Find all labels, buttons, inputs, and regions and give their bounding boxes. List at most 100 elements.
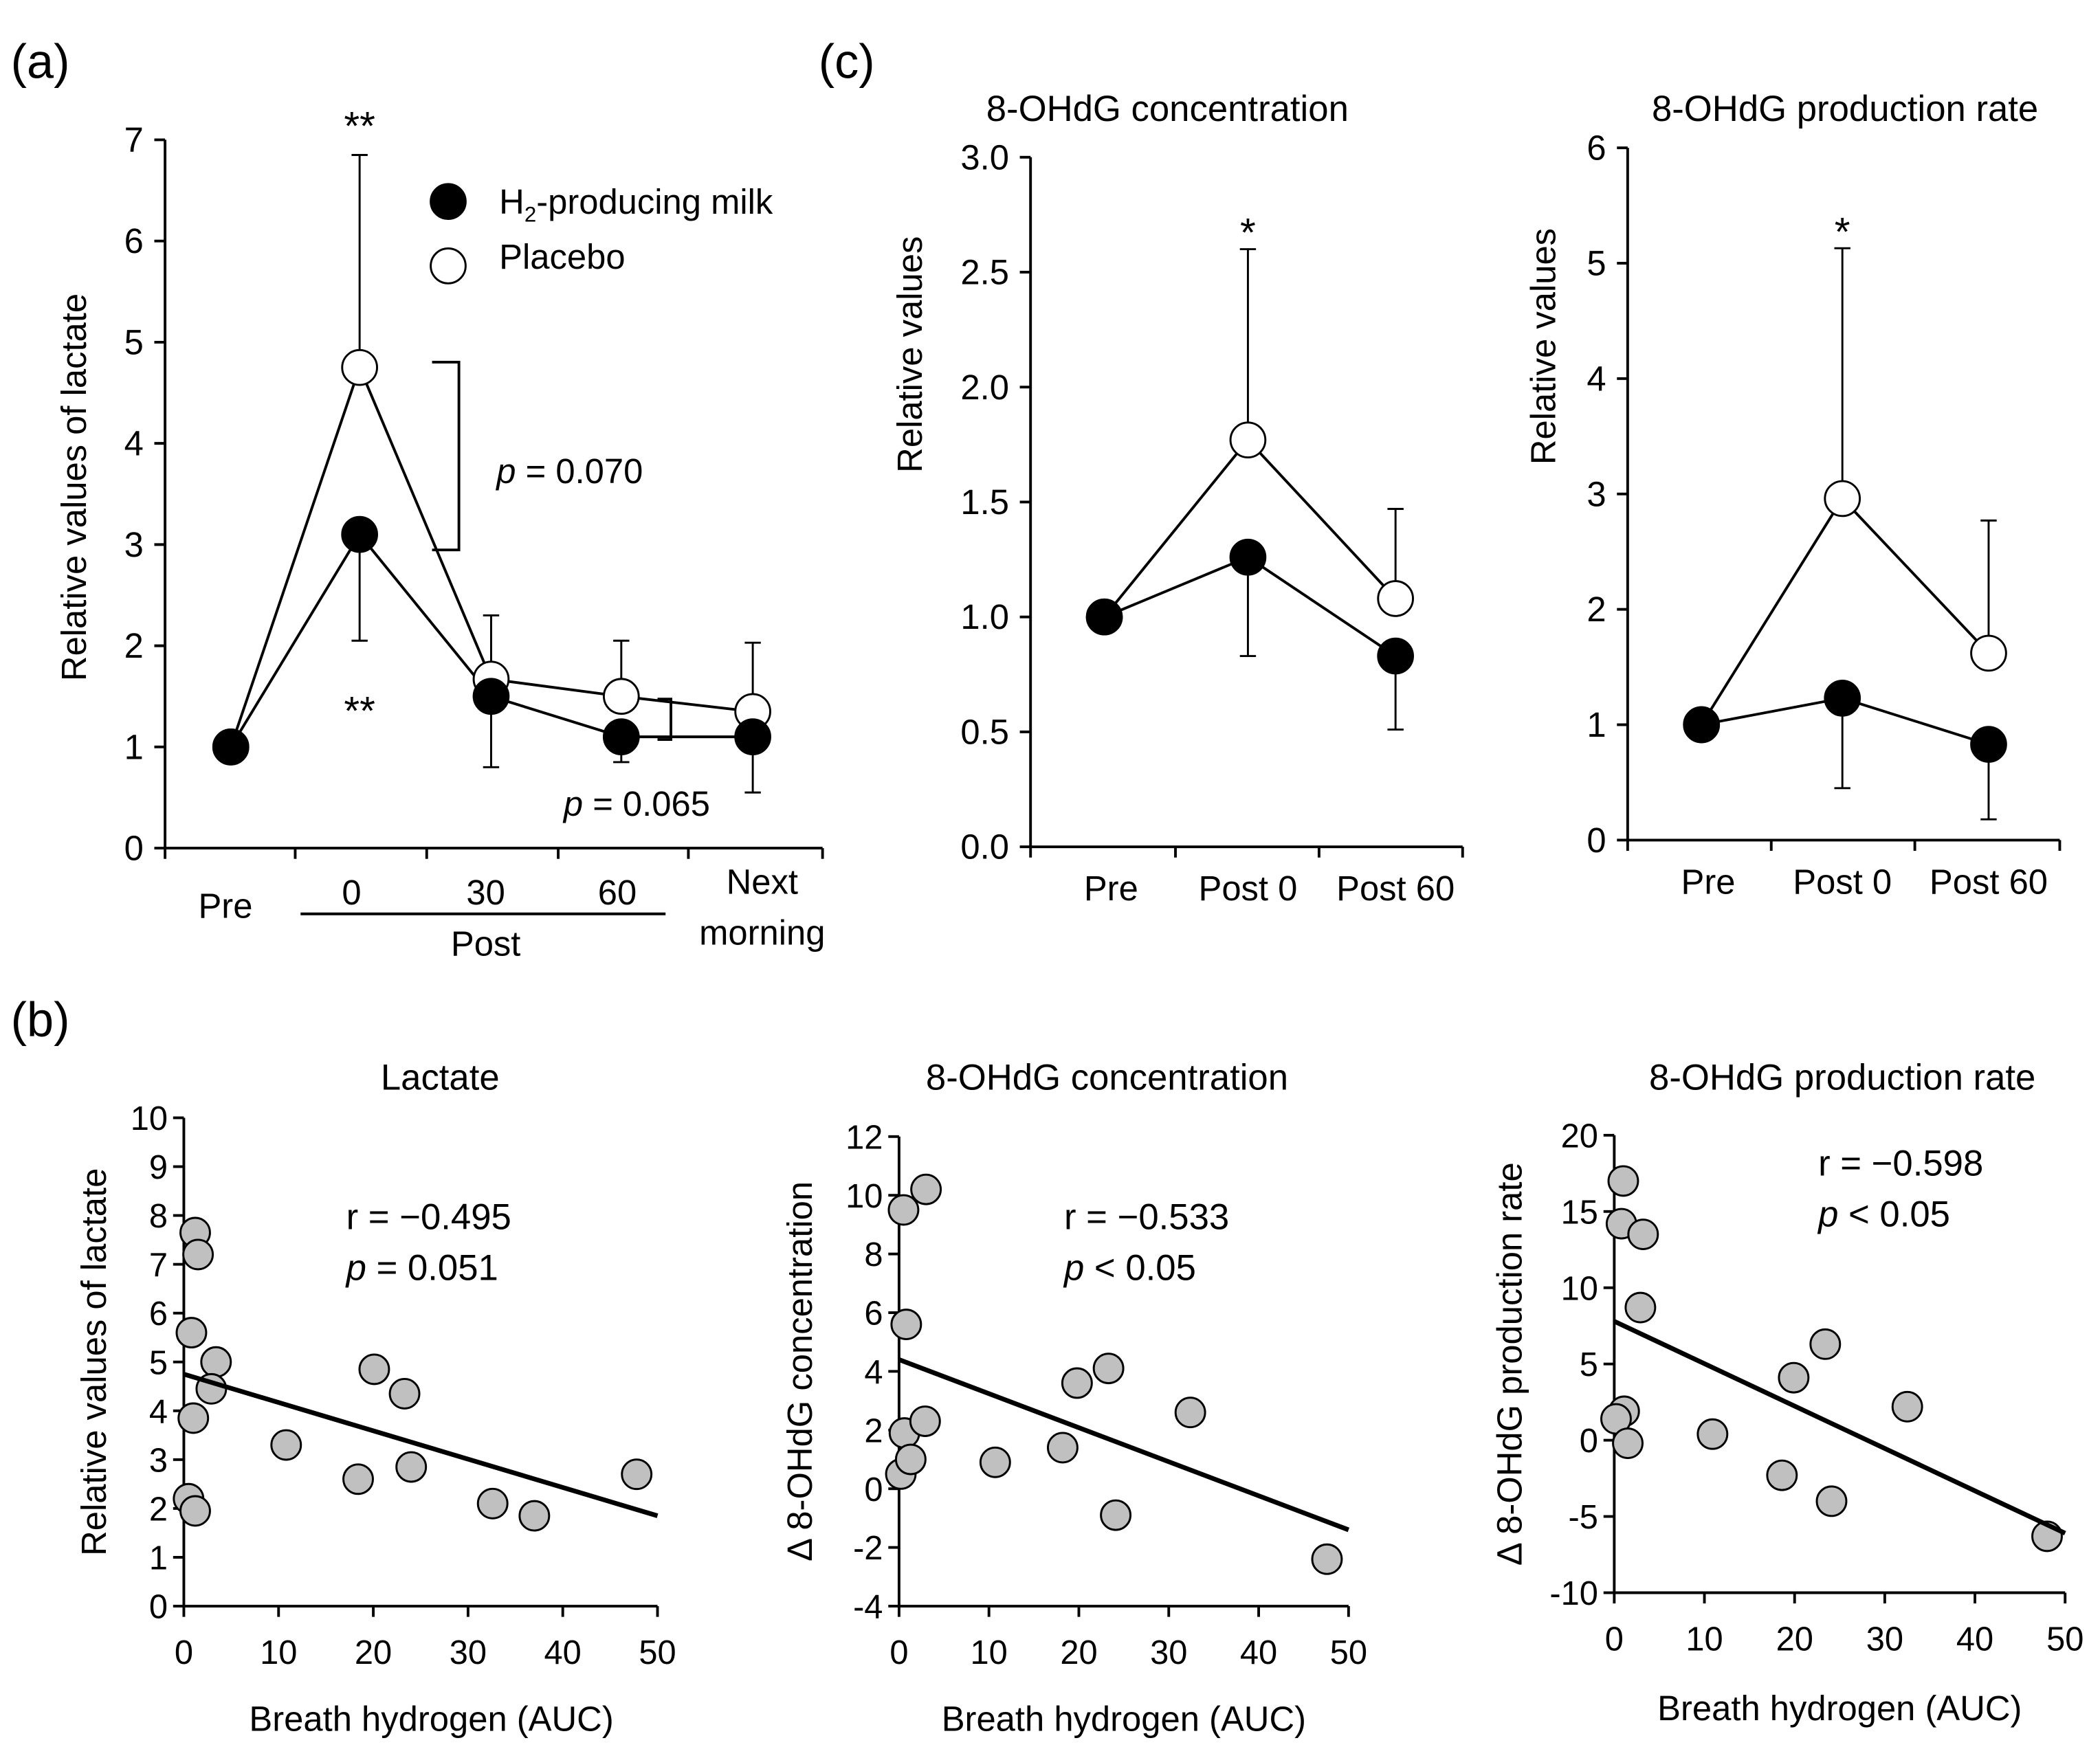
x-axis-label: Breath hydrogen (AUC) [942,1700,1306,1739]
x-tick-label: 0 [175,1634,193,1671]
scatter-point [909,1405,941,1437]
y-tick-label: 5 [124,322,144,361]
chart-a: 0 1 2 3 4 5 6 7 Relative values of lactate Pre 0 30… [54,104,826,963]
x-tick-label: Pre [198,887,252,926]
scatter-point [887,1194,920,1226]
scatter-point [1891,1390,1923,1423]
chart-b1: 0 1 2 3 4 5 6 7 8 9 10 0 10 20 30 40 50 Lactate Breath hyd… [74,1057,676,1738]
x-tick-label: 50 [2046,1621,2084,1658]
x-tick-label: 20 [1776,1621,1813,1658]
y-axis-label: Relative values of lactate [74,1168,113,1556]
data-point-h2 [341,515,378,553]
x-tick-label: Next [727,862,798,901]
y-tick-label: 4 [124,424,144,463]
y-tick-label: 3.0 [960,137,1009,177]
y-tick-label: -5 [1569,1499,1598,1536]
x-tick-label: Post 0 [1198,869,1297,908]
y-tick-label: 8 [149,1198,168,1235]
scatter-point [979,1446,1011,1478]
scatter-point [358,1353,390,1386]
data-point-h2 [1683,706,1721,744]
y-tick-label: 3 [149,1442,168,1479]
scatter-point [270,1429,302,1461]
scatter-point [1766,1459,1798,1491]
y-tick-label: 1 [124,727,144,766]
y-tick-label: 1 [1587,705,1606,744]
panel-label-b: (b) [11,992,70,1046]
y-tick-label: 0 [1587,821,1606,860]
series-line-placebo [1103,438,1397,618]
p-value-annotation: p = 0.070 [495,452,643,491]
p-value-annotation: p < 0.05 [1063,1248,1196,1289]
chart-title: 8-OHdG production rate [1652,89,2038,129]
legend-marker-placebo [430,247,467,285]
chart-title: 8-OHdG concentration [926,1057,1288,1098]
y-tick-label: 5 [1587,244,1606,283]
x-tick-label: morning [699,913,825,953]
y-tick-label: 0.0 [960,827,1009,867]
y-tick-label: -2 [853,1530,883,1567]
legend-label-h2: H2-producing milk [499,182,773,227]
panel-label-a: (a) [11,34,70,89]
scatter-point [1311,1543,1343,1575]
x-tick-label: 10 [260,1634,297,1671]
y-tick-label: 6 [864,1295,883,1333]
correlation-annotation: r = −0.495 [346,1197,511,1237]
correlation-annotation: r = −0.598 [1818,1143,1983,1183]
chart-c1: 0.0 0.5 1.0 1.5 2.0 2.5 3.0 Relative values 8-OH… [890,89,1464,908]
y-tick-label: 3 [124,525,144,564]
scatter-point [1696,1418,1729,1450]
legend: H2-producing milk Placebo [430,182,773,285]
y-tick-label: 2 [864,1412,883,1449]
y-tick-label: 0.5 [960,712,1009,751]
legend-marker-h2 [430,183,467,221]
x-axis-label: Breath hydrogen (AUC) [249,1700,613,1739]
y-tick-label: 7 [149,1247,168,1284]
x-tick-label: Post 0 [1793,862,1892,901]
y-tick-label: 10 [845,1178,883,1215]
x-tick-label: 40 [1956,1621,1993,1658]
data-point-h2 [1229,538,1267,576]
y-tick-label: 0 [149,1589,168,1626]
significance-marker: ** [344,689,375,734]
comparison-bracket [657,698,672,741]
x-tick-label: 30 [1150,1634,1187,1671]
y-tick-label: 10 [1561,1270,1598,1307]
scatter-point [388,1377,421,1410]
data-point-h2 [1824,680,1861,717]
chart-b3: -10 -5 0 5 10 15 20 0 10 20 30 40 50 8-OHdG productio… [1490,1057,2084,1727]
y-tick-label: 2 [149,1491,168,1528]
regression-line [1613,1319,2066,1536]
scatter-point [476,1487,509,1520]
y-tick-label: 3 [1587,474,1606,513]
scatter-point [182,1238,214,1271]
y-tick-label: 2 [1587,590,1606,629]
y-tick-label: 2.5 [960,253,1009,292]
x-tick-label: 20 [355,1634,392,1671]
x-tick-label: 0 [1605,1621,1624,1658]
scatter-point [1061,1367,1093,1399]
data-point-placebo [1824,480,1861,518]
chart-c2: 0 1 2 3 4 5 6 Relative values 8-OHdG production … [1523,89,2062,901]
y-axis-label: Δ 8-OHdG concentration [780,1181,819,1561]
x-tick-label: 10 [1685,1621,1723,1658]
scatter-point [175,1317,208,1349]
data-point-h2 [734,718,771,755]
y-axis-label: Relative values [890,236,929,473]
y-tick-label: 6 [149,1295,168,1333]
significance-marker: * [1835,210,1850,254]
scatter-point [177,1402,210,1434]
scatter-point [1612,1427,1644,1459]
chart-title: Lactate [381,1057,500,1098]
scatter-point [894,1443,927,1476]
x-tick-label: Post 60 [1930,862,2048,901]
x-tick-label: 40 [544,1634,582,1671]
y-tick-label: -4 [853,1589,883,1626]
y-tick-label: 4 [864,1354,883,1391]
y-tick-label: 12 [845,1119,883,1156]
y-tick-label: 1.5 [960,482,1009,522]
chart-b2: -4 -2 0 2 4 6 8 10 12 0 10 20 30 40 50 8-OHdG concentra… [780,1057,1367,1738]
scatter-point [1092,1353,1125,1385]
y-tick-label: 7 [124,120,144,159]
y-axis-label: Relative values [1523,228,1562,465]
